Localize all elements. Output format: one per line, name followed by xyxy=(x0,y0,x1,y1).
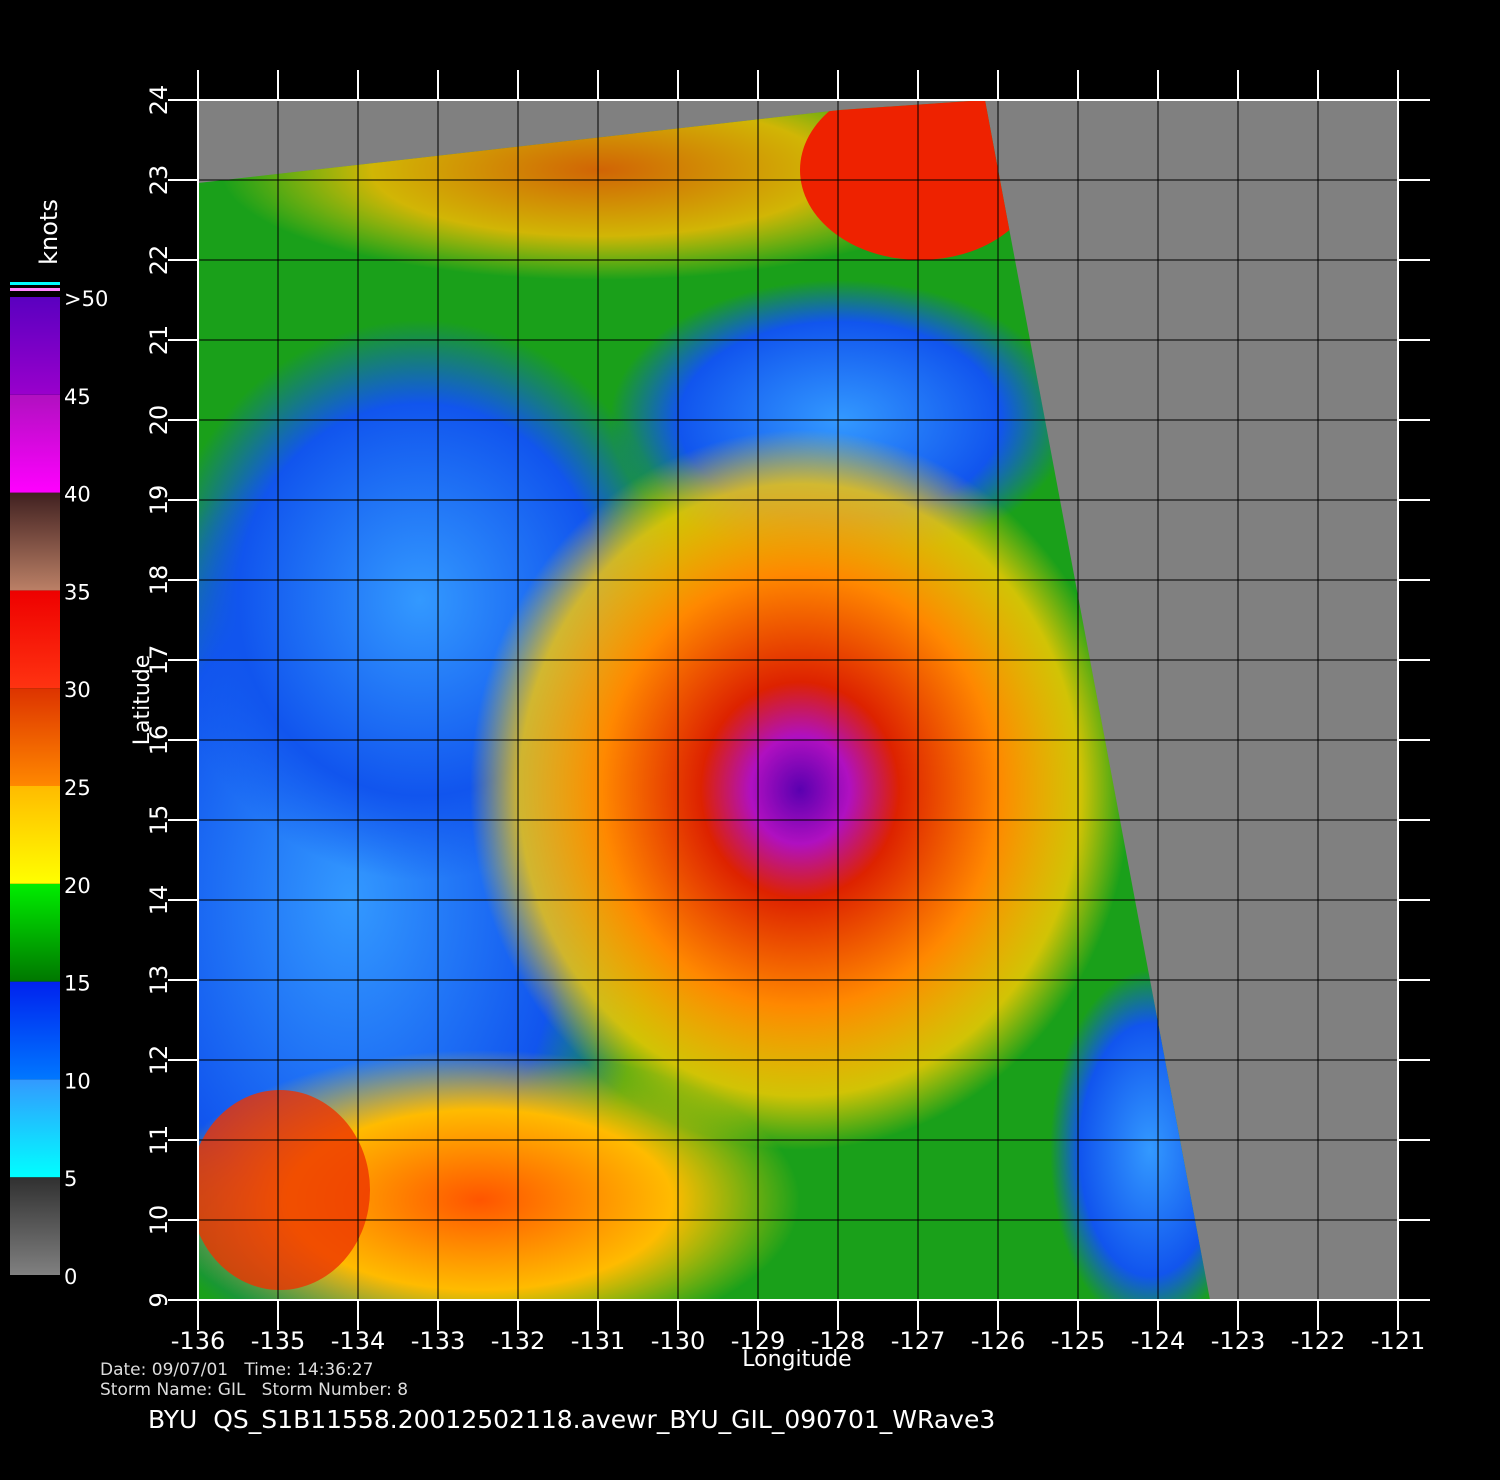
colorbar-tick-label: >50 xyxy=(64,287,108,311)
x-tick-label: -135 xyxy=(251,1327,305,1355)
color-band xyxy=(10,981,60,1080)
x-tick-label: -134 xyxy=(331,1327,385,1355)
colorbar-tick-label: 25 xyxy=(64,776,91,800)
x-tick-label: -126 xyxy=(971,1327,1025,1355)
x-tick-label: -132 xyxy=(491,1327,545,1355)
color-band xyxy=(10,297,60,395)
x-tick-label: -133 xyxy=(411,1327,465,1355)
x-tick-label: -131 xyxy=(571,1327,625,1355)
colorbar-tick-label: 40 xyxy=(64,483,91,507)
y-tick-label: 24 xyxy=(145,85,173,116)
plot-frame xyxy=(197,99,1399,1301)
x-tick-label: -122 xyxy=(1291,1327,1345,1355)
x-tick-label: -125 xyxy=(1051,1327,1105,1355)
y-tick-label: 11 xyxy=(145,1125,173,1156)
color-band xyxy=(10,1079,60,1178)
color-band xyxy=(10,786,60,884)
y-tick-label: 17 xyxy=(145,645,173,676)
y-tick-label: 22 xyxy=(145,245,173,276)
colorbar-label: knots xyxy=(35,199,63,265)
axes: -136 -135 -134 -133 -132 -131 -130 -129 -128 -127… xyxy=(10,70,1430,1355)
y-tick-label: 23 xyxy=(145,165,173,196)
x-tick-label: -124 xyxy=(1131,1327,1185,1355)
colorbar-tick-label: 0 xyxy=(64,1265,77,1289)
color-band xyxy=(10,883,60,982)
color-band xyxy=(10,688,60,786)
footer-file: BYU QS_S1B11558.20012502118.avewr_BYU_GI… xyxy=(148,1405,995,1434)
y-tick-label: 15 xyxy=(145,805,173,836)
x-tick-label: -123 xyxy=(1211,1327,1265,1355)
x-tick-label: -130 xyxy=(651,1327,705,1355)
x-tick-label: -121 xyxy=(1371,1327,1425,1355)
colorbar-tick-label: 10 xyxy=(64,1069,91,1093)
y-tick-label: 16 xyxy=(145,725,173,756)
colorbar-tick-label: 45 xyxy=(64,385,91,409)
color-band xyxy=(10,492,60,591)
y-tick-label: 10 xyxy=(145,1205,173,1236)
colorbar-tick-label: 15 xyxy=(64,972,91,996)
y-tick-label: 21 xyxy=(145,325,173,356)
footer-storm: Storm Name: GIL Storm Number: 8 xyxy=(100,1380,408,1400)
colorbar-tick-label: 5 xyxy=(64,1167,77,1191)
color-band xyxy=(10,590,60,689)
y-tick-label: 18 xyxy=(145,565,173,596)
y-axis-label: Latitude xyxy=(130,655,155,746)
y-tick-label: 13 xyxy=(145,965,173,996)
x-tick-label: -129 xyxy=(731,1327,785,1355)
x-tick-label: -127 xyxy=(891,1327,945,1355)
x-tick-label: -136 xyxy=(171,1327,225,1355)
colorbar-tick-label: 20 xyxy=(64,874,91,898)
x-tick-label: -128 xyxy=(811,1327,865,1355)
colorbar-cap xyxy=(10,282,60,285)
colorbar-tick-label: 35 xyxy=(64,580,91,604)
colorbar-tick-label: 30 xyxy=(64,678,91,702)
y-tick-label: 14 xyxy=(145,885,173,916)
footer-date: Date: 09/07/01 Time: 14:36:27 xyxy=(100,1360,373,1380)
y-tick-label: 19 xyxy=(145,485,173,516)
y-tick-label: 9 xyxy=(145,1292,173,1307)
x-axis-label: Longitude xyxy=(742,1347,851,1372)
color-band xyxy=(10,394,60,493)
colorbar-cap xyxy=(10,288,60,291)
y-tick-label: 12 xyxy=(145,1045,173,1076)
color-band xyxy=(10,1177,60,1275)
y-tick-label: 20 xyxy=(145,405,173,436)
